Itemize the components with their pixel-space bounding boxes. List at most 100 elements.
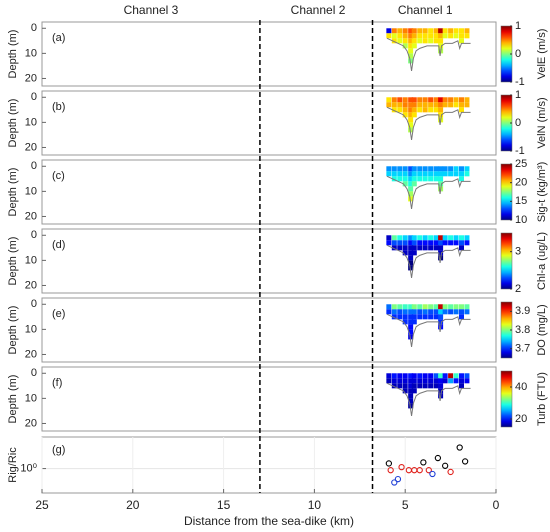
profile-cell [386,309,392,315]
profile-cell [408,245,414,251]
profile-cell [438,38,444,44]
profile-cell [402,176,408,182]
profile-cell [408,28,414,34]
profile-cell [458,378,464,384]
profile-cell [464,378,470,384]
profile-cell [408,334,414,340]
y-axis-label: Rig/Ric [7,447,19,483]
profile-cell [422,304,428,310]
profile-cell [408,329,414,335]
profile-cell [422,378,428,384]
profile-cell [402,97,408,103]
profile-cell [402,28,408,34]
y-tick-label: 0 [31,367,37,379]
profile-cell [391,373,397,379]
profile-cell [428,245,434,251]
profile-cell [411,378,417,384]
scatter-point [387,467,394,474]
profile-cell [391,378,397,384]
y-tick-label: 10 [25,47,37,59]
colorbar-label: VelE (m/s) [536,29,548,80]
profile-cell [438,314,444,320]
profile-cell [442,171,448,177]
colorbar-tick-label: -1 [515,76,525,88]
profile-cell [453,102,459,108]
profile-cell [402,38,408,44]
channel-label: Channel 1 [398,3,453,17]
panel-frame [41,159,497,225]
profile-cell [438,304,444,310]
profile-cell [408,319,414,325]
profile-cell [391,97,397,103]
profile-cell [448,309,454,315]
profile-cell [438,97,444,103]
profile-cell [464,304,470,310]
profile-cell [408,235,414,241]
profile-cell [422,176,428,182]
profile-cell [402,102,408,108]
profile-cell [402,250,408,256]
profile-cell [386,102,392,108]
profile-cell [408,383,414,389]
profile-cell [433,33,439,39]
profile-cell [428,176,434,182]
profile-cell [428,33,434,39]
profile-cell [442,240,448,246]
y-axis-label: Depth (m) [7,306,19,355]
profile-cell [386,378,392,384]
profile-cell [422,33,428,39]
profile-cell [453,33,459,39]
profile-cell [411,97,417,103]
profile-cell [458,38,464,44]
profile-cell [391,240,397,246]
scatter-point [416,467,423,474]
profile-cell [411,112,417,118]
profile-cell [458,383,464,389]
x-tick-label: 25 [35,498,49,512]
profile-cell [438,112,444,118]
bathymetry-line [386,37,471,72]
scatter-point [429,470,436,478]
profile-cell [428,102,434,108]
profile-cell [402,171,408,177]
profile-cell [428,28,434,34]
profile-cell [458,309,464,315]
profile-cell [428,309,434,315]
panel-frame [41,297,497,363]
scatter-point [447,468,454,476]
scatter-point [425,467,432,474]
scatter-point [385,460,393,467]
profile-cell [438,107,444,113]
bathymetry-line [386,382,471,417]
profile-cell [408,373,414,379]
profile-cell [428,107,434,113]
colorbar-tick-label: 3.9 [515,305,530,317]
profile-cell [397,245,403,251]
profile-cell [458,176,464,182]
profile-cell [464,235,470,241]
profile-cell [408,186,414,192]
profile-cell [397,171,403,177]
profile-cell [464,97,470,103]
profile-cell [448,373,454,379]
profile-cell [402,378,408,384]
profile-cell [386,171,392,177]
profile-cell [411,388,417,394]
profile-cell [408,250,414,256]
profile-cell [411,235,417,241]
profile-cell [408,304,414,310]
profile-cell [402,235,408,241]
profile-cell [438,166,444,172]
profile-cell [386,373,392,379]
colorbar-label: VelN (m/s) [536,97,548,148]
profile-cell [417,235,423,241]
colorbar-tick-label: 1 [515,89,521,101]
profile-cell [417,38,423,44]
profile-cell [428,378,434,384]
profile-cell [428,304,434,310]
colorbar-tick-label: 3.7 [515,343,530,355]
profile-cell [402,304,408,310]
colorbar-tick-label: 20 [515,177,527,189]
profile-cell [417,102,423,108]
y-tick-label: 20 [25,348,37,360]
